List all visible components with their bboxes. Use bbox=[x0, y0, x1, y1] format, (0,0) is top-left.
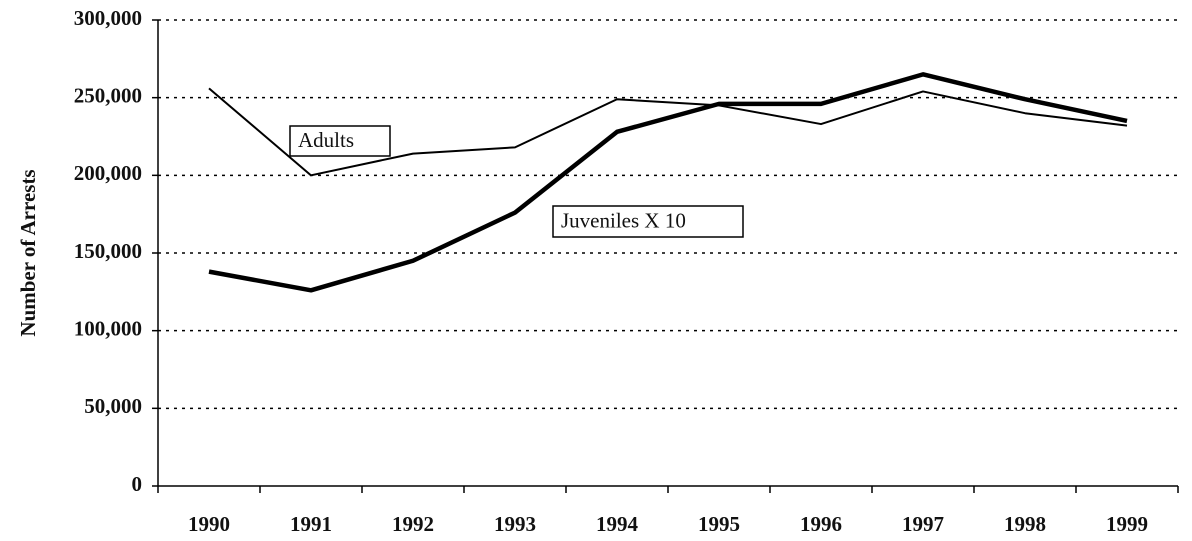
x-tick-label: 1994 bbox=[596, 512, 639, 536]
y-tick-label: 250,000 bbox=[74, 83, 142, 107]
y-tick-label: 200,000 bbox=[74, 161, 142, 185]
y-tick-label: 100,000 bbox=[74, 316, 142, 340]
y-tick-label: 50,000 bbox=[84, 394, 142, 418]
x-tick-label: 1995 bbox=[698, 512, 740, 536]
series-line bbox=[208, 72, 1128, 293]
y-tick-label: 300,000 bbox=[74, 6, 142, 30]
x-tick-label: 1992 bbox=[392, 512, 434, 536]
y-tick-label: 150,000 bbox=[74, 239, 142, 263]
x-tick-label: 1997 bbox=[902, 512, 944, 536]
x-tick-label: 1991 bbox=[290, 512, 332, 536]
x-tick-label: 1996 bbox=[800, 512, 842, 536]
series-label: Adults bbox=[298, 128, 354, 152]
y-axis-label: Number of Arrests bbox=[16, 169, 40, 336]
y-tick-label: 0 bbox=[132, 472, 143, 496]
annotation-box bbox=[552, 205, 744, 238]
x-tick-label: 1993 bbox=[494, 512, 536, 536]
series-line bbox=[208, 87, 1128, 177]
annotation-box bbox=[289, 125, 391, 157]
x-tick-label: 1999 bbox=[1106, 512, 1148, 536]
x-tick-label: 1998 bbox=[1004, 512, 1046, 536]
series-label: Juveniles X 10 bbox=[561, 208, 686, 232]
x-tick-label: 1990 bbox=[188, 512, 230, 536]
